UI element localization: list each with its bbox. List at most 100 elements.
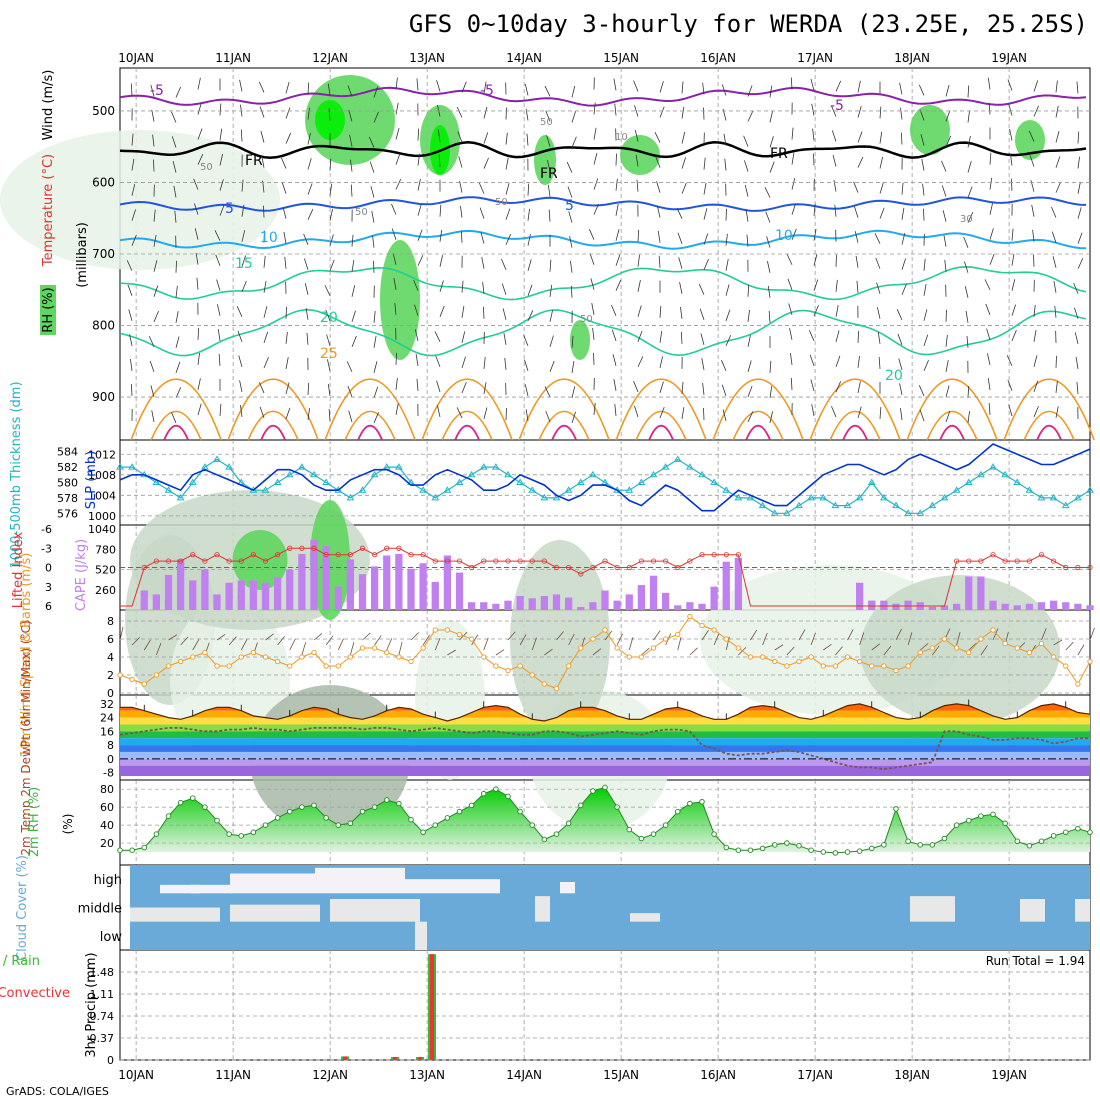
- wind-barb: [593, 353, 594, 365]
- contour-label: 30: [960, 214, 973, 225]
- rh2m-point: [409, 817, 414, 822]
- cloud-middle-gap: [910, 896, 955, 922]
- wind-barb: [880, 157, 883, 169]
- wind-barb: [593, 328, 594, 340]
- wind10-point: [615, 646, 619, 650]
- wind-barb: [176, 336, 179, 347]
- wind-barb: [615, 404, 616, 416]
- wind-barb: [352, 336, 356, 347]
- wind-barb: [1077, 382, 1078, 394]
- wind-barb: [176, 87, 181, 98]
- wind-barb: [484, 132, 488, 143]
- temp-tick: 32: [100, 698, 114, 711]
- wind10-point: [1088, 659, 1092, 663]
- wind-barb: [1053, 256, 1056, 267]
- wind-barb: [484, 158, 489, 169]
- wind10-point: [433, 628, 437, 632]
- wind-barb: [594, 178, 598, 189]
- wind-barb: [854, 182, 858, 193]
- wind-barb: [614, 79, 616, 91]
- wind-barb: [570, 261, 572, 273]
- wind-barb: [721, 360, 726, 371]
- wind-barb: [660, 356, 663, 368]
- wind-barb: [638, 356, 643, 366]
- wind-barb: [813, 129, 814, 141]
- rh2m-point: [894, 807, 899, 812]
- wind-barb: [748, 310, 750, 322]
- wind-barb: [744, 136, 748, 147]
- wind10-point: [1003, 641, 1007, 645]
- panel-frame-precip: [120, 950, 1090, 1060]
- temp-contour-25: [325, 379, 415, 440]
- wind-barb: [1056, 182, 1061, 193]
- wind-tick: 2: [107, 669, 114, 682]
- wind-barb: [831, 406, 836, 417]
- wind-barb: [506, 158, 508, 170]
- cape-bar: [286, 570, 293, 611]
- wind-barb: [682, 183, 686, 194]
- wind-barb: [919, 85, 924, 96]
- lifted-index-tick: 0: [45, 562, 52, 575]
- wind-barb: [1051, 207, 1056, 218]
- wind-barb: [745, 185, 748, 197]
- wind-barb: [506, 408, 507, 420]
- wind10-point: [676, 632, 680, 636]
- wind10-point: [421, 646, 425, 650]
- date-label-top: 10JAN: [118, 51, 154, 65]
- wind-barb: [505, 358, 506, 370]
- wind-barb: [680, 282, 682, 294]
- rh2m-point: [275, 816, 280, 821]
- wind-barb: [503, 308, 506, 319]
- wind10-point: [591, 637, 595, 641]
- rh2m-point: [675, 809, 680, 814]
- cloud-layer-label-middle: middle: [78, 902, 122, 917]
- rh2m-point: [651, 832, 656, 837]
- wind10-point: [1039, 641, 1043, 645]
- temp-contour-25: [422, 379, 512, 440]
- cape-bar: [1086, 605, 1093, 610]
- wind-barb: [770, 386, 772, 398]
- wind-barb: [924, 335, 928, 346]
- contour-label: -5: [480, 83, 494, 99]
- wind-barb: [924, 284, 926, 296]
- wind10-barb: [399, 642, 402, 655]
- wind-barb: [880, 208, 884, 219]
- wind-barb: [550, 285, 552, 297]
- temp-contour-35: [649, 426, 673, 440]
- wind-barb: [878, 332, 880, 344]
- wind10-point: [154, 673, 158, 677]
- wind-barb: [682, 157, 686, 168]
- rh2m-point: [809, 848, 814, 853]
- wind-barb: [198, 78, 200, 90]
- wind-barb: [1078, 233, 1082, 244]
- wind-barb: [1012, 305, 1016, 316]
- wind-barb: [902, 259, 906, 270]
- rh2m-point: [384, 798, 389, 803]
- wind-barb: [990, 153, 991, 165]
- wind-barb: [198, 103, 201, 114]
- wind-barb: [726, 209, 727, 221]
- wind-barb: [616, 179, 617, 191]
- wind-barb: [790, 328, 792, 340]
- wind-barb: [1056, 381, 1057, 393]
- wind-barb: [814, 280, 818, 291]
- wind-barb: [286, 107, 290, 118]
- wind10-point: [639, 655, 643, 659]
- cape-bar: [904, 601, 911, 610]
- wind-tick: 6: [107, 633, 114, 646]
- wind-barb: [616, 154, 617, 166]
- wind-barb: [1056, 81, 1057, 93]
- wind-barb: [176, 362, 180, 373]
- pressure-tick-label: 900: [92, 390, 115, 404]
- wind-barb: [131, 83, 132, 95]
- cape-bar: [371, 566, 378, 610]
- rh2m-point: [869, 846, 874, 851]
- wind-barb: [198, 404, 201, 415]
- wind-barb: [241, 130, 242, 142]
- cape-bar: [456, 573, 463, 610]
- cape-bar: [274, 577, 281, 610]
- lifted-index-tick: -3: [41, 542, 52, 555]
- wind-barb: [281, 158, 286, 169]
- wind-barb: [924, 360, 929, 371]
